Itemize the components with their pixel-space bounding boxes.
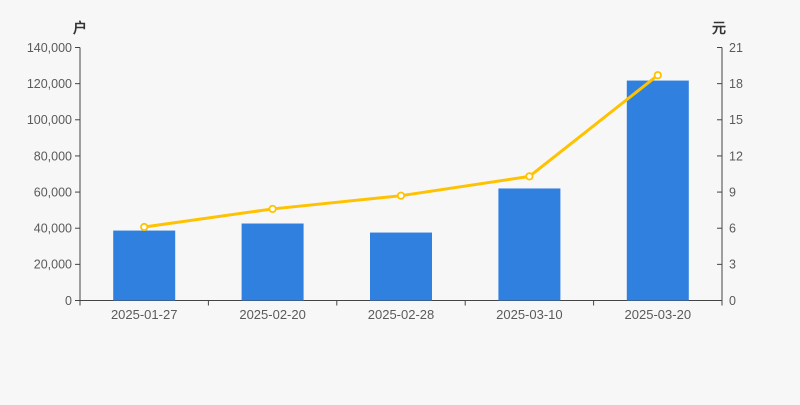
x-axis-category-label: 2025-01-27	[111, 307, 178, 322]
left-axis-tick-label: 20,000	[34, 258, 72, 272]
left-axis-name: 户	[73, 20, 87, 36]
line-marker-2025-01-27	[140, 222, 149, 232]
x-axis-category-label: 2025-02-20	[239, 307, 306, 322]
x-axis-category-label: 2025-03-20	[625, 307, 692, 322]
bar-series	[113, 80, 689, 301]
left-axis-tick-label: 80,000	[34, 149, 72, 163]
line-series	[140, 71, 662, 232]
left-axis-tick-label: 0	[65, 294, 72, 308]
line-marker-2025-02-20	[268, 204, 277, 214]
bar-2025-03-10	[498, 188, 561, 301]
x-axis-category-label: 2025-03-10	[496, 307, 563, 322]
right-axis-tick-label: 6	[729, 222, 736, 236]
x-axis-category-label: 2025-02-28	[368, 307, 435, 322]
right-axis-tick-label: 21	[729, 41, 743, 55]
right-axis-tick-label: 9	[729, 185, 736, 199]
left-axis-tick-label: 40,000	[34, 222, 72, 236]
left-axis-tick-label: 140,000	[27, 41, 72, 55]
bar-2025-01-27	[113, 230, 176, 301]
right-axis-tick-label: 3	[729, 258, 736, 272]
left-axis-tick-label: 60,000	[34, 185, 72, 199]
right-axis-tick-label: 18	[729, 77, 743, 91]
right-axis-tick-label: 12	[729, 149, 743, 163]
bar-2025-03-20	[626, 80, 689, 301]
right-axis-tick-label: 15	[729, 113, 743, 127]
line-marker-2025-02-28	[396, 191, 406, 200]
left-axis-tick-label: 100,000	[27, 113, 72, 127]
right-axis-tick-label: 0	[729, 294, 736, 308]
price-line	[142, 73, 660, 229]
right-axis-name: 元	[712, 20, 726, 36]
bar-2025-02-20	[241, 223, 304, 301]
axes-layer: 0 20,000 40,000 60,000 80,000 100,000 120,000 1…	[27, 41, 743, 322]
left-axis-tick-label: 120,000	[27, 77, 72, 91]
bar-2025-02-28	[370, 232, 432, 301]
line-marker-2025-03-10	[525, 172, 534, 181]
line-marker-2025-03-20	[653, 71, 662, 80]
